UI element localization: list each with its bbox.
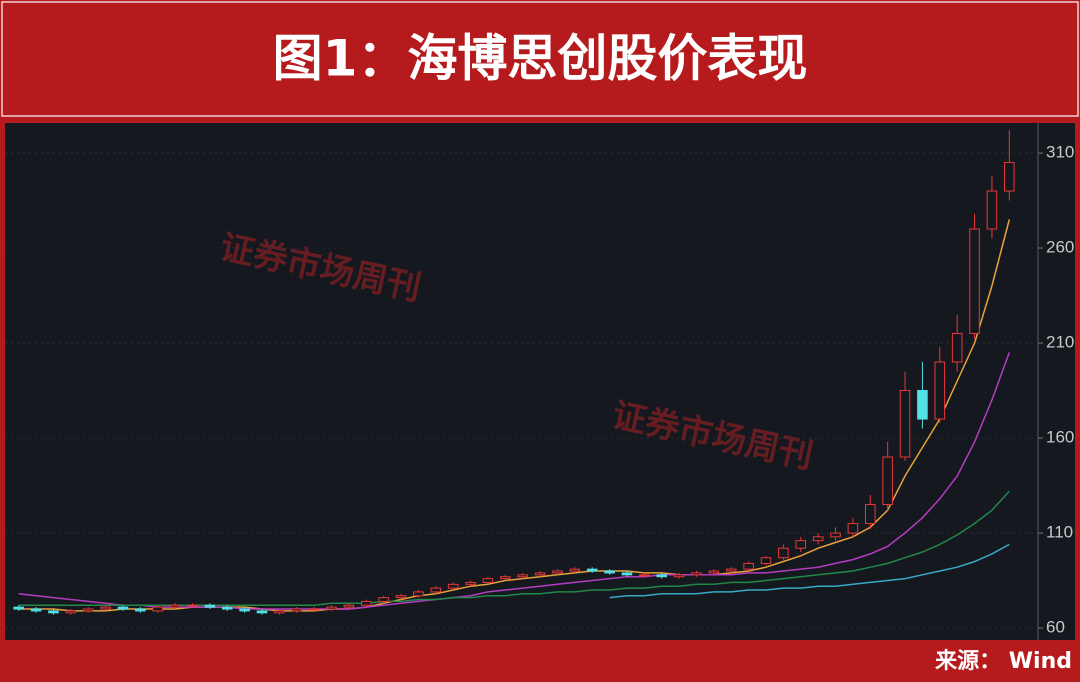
candle-body [13, 606, 24, 610]
candle-body [221, 606, 233, 610]
y-tick-label: 210 [1046, 333, 1074, 352]
candle-body [743, 562, 754, 570]
chart-title: 图1：海博思创股价表现 [273, 30, 808, 88]
candle-body [135, 608, 146, 612]
candle-body [778, 547, 789, 559]
candle-body [864, 504, 876, 525]
candle-body [343, 604, 355, 608]
candle-body [308, 608, 320, 611]
candle-body [82, 608, 94, 612]
candle-body [447, 583, 459, 589]
candle-body [899, 390, 911, 458]
candle-body [882, 456, 893, 506]
y-tick-label: 110 [1046, 523, 1073, 542]
y-tick-label: 310 [1046, 143, 1074, 162]
candle-body [169, 604, 181, 608]
y-tick-label: 60 [1046, 618, 1065, 637]
plot-panel [5, 123, 1075, 640]
candle-body [847, 523, 859, 534]
candle-body [586, 568, 598, 572]
candle-body [569, 568, 581, 572]
candle-body [691, 572, 702, 576]
candle-body [621, 572, 633, 576]
candle-body [1004, 162, 1015, 192]
moving-average-line [18, 219, 1011, 612]
candle-body [917, 390, 928, 420]
candle-body [413, 591, 424, 597]
candle-body [465, 581, 476, 585]
candle-body [656, 574, 668, 578]
candle-body [517, 574, 528, 578]
candle-body [291, 608, 303, 612]
candle-body [48, 610, 59, 614]
moving-average-line [18, 352, 1011, 610]
candle-body [204, 604, 216, 608]
candle-body [552, 570, 563, 574]
candle-body [812, 536, 824, 542]
candle-body [256, 610, 268, 614]
candle-body [708, 570, 720, 574]
moving-average-line [609, 543, 1010, 599]
candle-body [30, 608, 42, 612]
candle-body [934, 361, 946, 420]
candle-body [395, 595, 407, 599]
candle-body [969, 228, 980, 335]
candle-body [830, 532, 841, 538]
candle-body [951, 333, 963, 363]
candle-body [673, 574, 685, 578]
moving-average-line [18, 490, 1010, 606]
candle-body [604, 570, 615, 574]
candle-body [326, 606, 337, 610]
candle-body [152, 606, 164, 612]
candle-body [430, 587, 442, 593]
candle-body [239, 608, 250, 612]
candle-body [187, 604, 198, 607]
candle-body [795, 540, 807, 549]
title-frame [1, 1, 1079, 117]
candle-body [500, 576, 511, 580]
candle-body [117, 606, 129, 610]
candle-body [986, 190, 998, 230]
candle-body [725, 568, 737, 572]
candle-body [360, 600, 372, 606]
candle-body [639, 574, 650, 577]
candle-body [482, 578, 494, 583]
candle-body [100, 606, 111, 610]
candle-body [378, 597, 389, 602]
y-tick-label: 260 [1046, 238, 1074, 257]
source-note: 来源： Wind [934, 649, 1072, 674]
candle-body [65, 610, 77, 614]
candle-body [534, 572, 546, 576]
y-tick-label: 160 [1046, 428, 1074, 447]
candle-body [274, 610, 285, 614]
candle-body [760, 557, 772, 564]
